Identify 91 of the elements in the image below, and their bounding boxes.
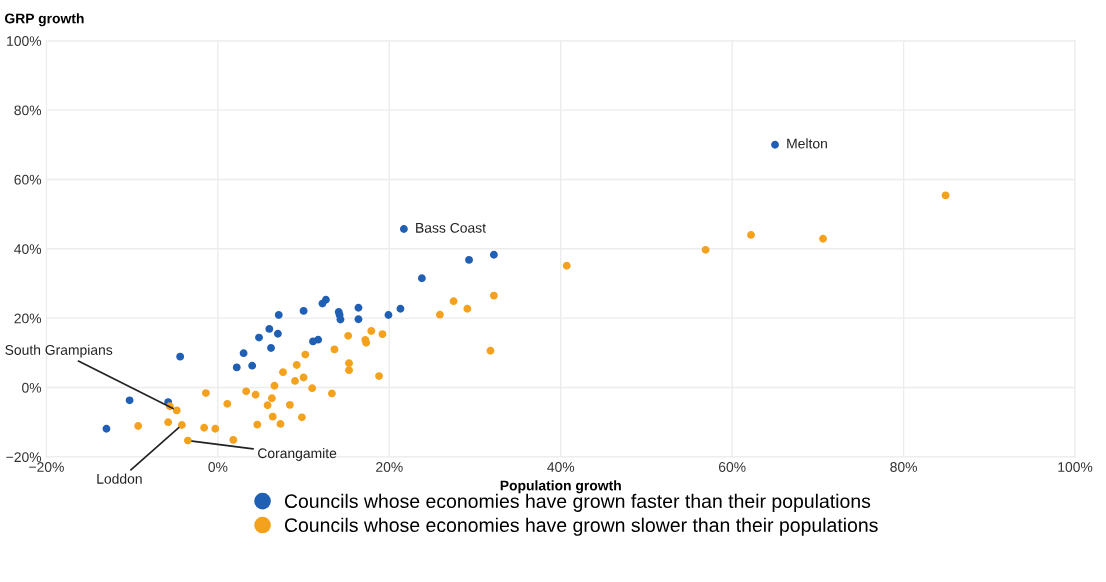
point <box>223 399 232 408</box>
point <box>384 311 393 319</box>
point <box>229 435 238 444</box>
point <box>274 311 283 319</box>
point <box>297 413 306 422</box>
point <box>291 377 299 385</box>
point <box>125 396 134 405</box>
point <box>747 231 755 239</box>
point <box>183 436 192 445</box>
point <box>211 424 220 433</box>
annotation: Loddon <box>97 473 142 484</box>
x-tick-label: 80% <box>890 462 918 472</box>
point <box>301 350 310 359</box>
point <box>336 315 345 324</box>
legend-label: Councils whose economies have grown slower than their populations <box>284 517 878 536</box>
y-tick-label: 40% <box>14 244 42 254</box>
x-tick-label: 100% <box>1058 462 1093 472</box>
annotation: South Grampians <box>5 344 113 358</box>
point <box>327 389 336 398</box>
x-tick-label: −20% <box>29 462 64 472</box>
point <box>263 401 272 410</box>
point <box>771 140 779 149</box>
y-tick-label: 20% <box>14 313 42 324</box>
point <box>255 333 263 342</box>
point <box>701 245 710 254</box>
point <box>486 346 495 355</box>
x-axis-title: Population growth <box>500 480 621 494</box>
point <box>270 381 279 390</box>
point <box>449 297 458 306</box>
point <box>318 299 327 308</box>
point <box>562 261 571 270</box>
point <box>367 327 376 335</box>
x-tick-label: 0% <box>208 462 228 472</box>
x-tick-label: 20% <box>376 462 403 472</box>
point <box>200 423 209 432</box>
point <box>251 390 260 399</box>
point <box>248 361 257 370</box>
annotation: Melton <box>787 138 827 149</box>
point <box>378 330 387 339</box>
point <box>375 372 383 380</box>
point <box>396 304 405 313</box>
x-tick-label: 40% <box>547 462 575 472</box>
point <box>345 359 353 368</box>
point <box>253 420 262 429</box>
point <box>102 424 111 433</box>
point <box>941 191 950 200</box>
y-tick-label: −20% <box>6 452 42 463</box>
point <box>345 366 353 375</box>
point <box>354 303 363 312</box>
point <box>314 335 323 344</box>
point <box>164 418 173 427</box>
y-axis-title: GRP growth <box>4 13 84 27</box>
point <box>399 225 408 233</box>
annotation: Corangamite <box>258 447 337 461</box>
point <box>267 394 276 403</box>
point <box>417 274 426 283</box>
point <box>489 250 498 259</box>
point <box>232 363 241 372</box>
point <box>172 406 181 415</box>
point <box>134 422 143 430</box>
point <box>285 400 294 409</box>
y-tick-label: 60% <box>14 174 42 185</box>
annotation: Bass Coast <box>416 222 486 233</box>
legend-label: Councils whose economies have grown faster than their populations <box>284 493 871 512</box>
point <box>201 389 210 397</box>
point <box>299 373 308 382</box>
point <box>344 331 353 340</box>
point <box>239 349 248 358</box>
point <box>268 412 277 421</box>
point <box>292 361 301 369</box>
point <box>299 306 308 315</box>
point <box>308 384 317 393</box>
y-tick-label: 80% <box>14 105 42 116</box>
point <box>435 310 444 319</box>
point <box>176 352 185 361</box>
point <box>330 345 339 354</box>
point <box>279 368 287 377</box>
point <box>354 315 363 324</box>
y-tick-label: 100% <box>7 36 42 46</box>
point <box>463 304 472 313</box>
x-tick-label: 60% <box>718 462 746 472</box>
point <box>242 387 251 396</box>
point <box>265 324 274 333</box>
point <box>276 420 285 428</box>
point <box>177 421 186 429</box>
point <box>267 344 275 352</box>
point <box>819 234 827 243</box>
point <box>489 291 498 300</box>
point <box>465 255 473 264</box>
y-tick-label: 0% <box>22 382 42 393</box>
point <box>273 329 282 338</box>
